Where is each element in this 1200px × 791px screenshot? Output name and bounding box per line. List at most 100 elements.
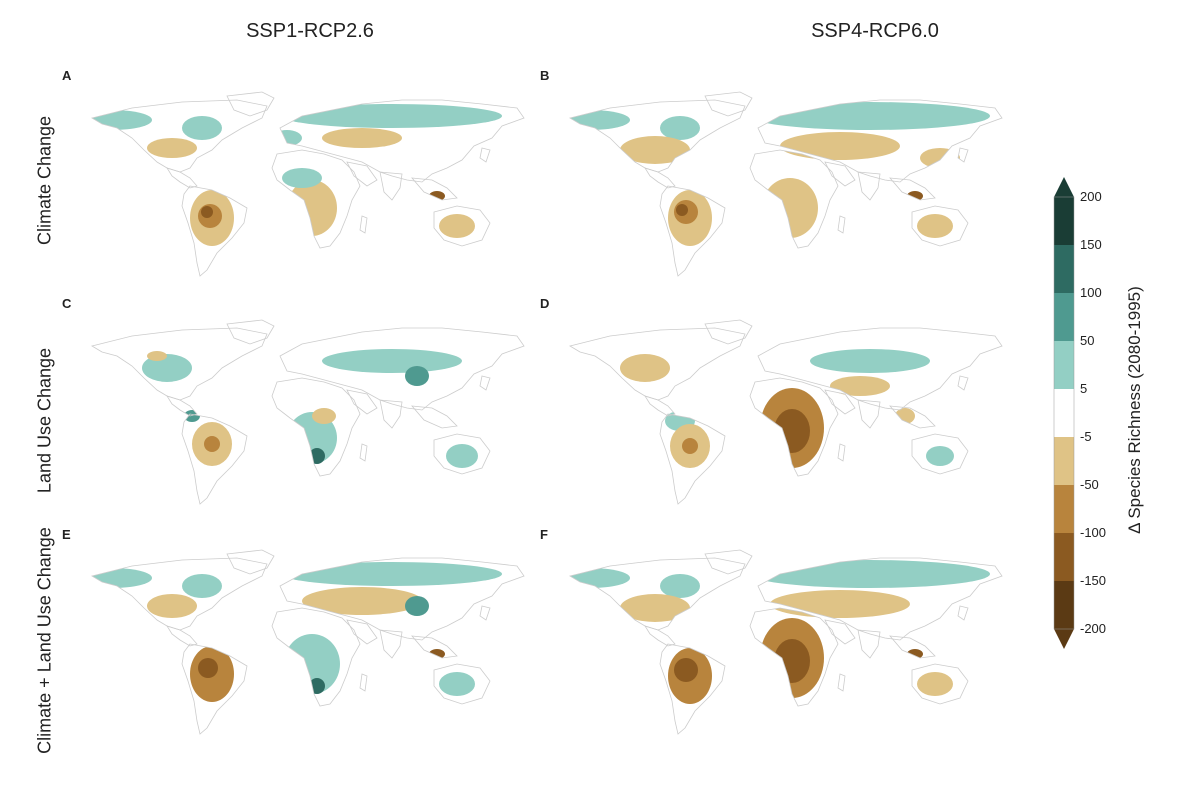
coastline	[181, 413, 248, 505]
richness-patch	[309, 448, 325, 464]
richness-patch	[660, 574, 700, 598]
colorbar-tick-label: 100	[1080, 285, 1102, 300]
land-japan	[958, 606, 968, 620]
coastline	[757, 99, 1003, 183]
richness-patch	[147, 594, 197, 618]
land-camerica	[645, 168, 675, 188]
coastline	[704, 319, 753, 345]
land-japan	[958, 376, 968, 390]
richness-patch	[184, 410, 200, 422]
land-arabia	[825, 620, 855, 644]
colorbar-tick-label: -5	[1080, 429, 1092, 444]
coastline	[279, 557, 525, 641]
coastline	[568, 99, 746, 173]
richness-patch	[762, 178, 818, 238]
colorbar-tick-label: -50	[1080, 477, 1099, 492]
richness-patch	[439, 672, 475, 696]
coastline	[857, 171, 881, 201]
coastline	[271, 607, 361, 707]
coastline	[411, 177, 458, 201]
panel-letter-f: F	[540, 527, 548, 542]
richness-patch	[282, 562, 502, 586]
map-panel-f	[568, 549, 1003, 735]
colorbar-arrow-top	[1054, 177, 1074, 197]
coastline	[757, 327, 1003, 411]
column-title-ssp1: SSP1-RCP2.6	[246, 20, 374, 42]
land-india	[858, 400, 880, 428]
coastline	[90, 99, 268, 173]
colorbar-segment	[1054, 341, 1074, 389]
land-camerica	[167, 626, 197, 646]
richness-patch	[620, 594, 690, 622]
colorbar-tick-label: -100	[1080, 525, 1107, 540]
land-india	[858, 630, 880, 658]
coastline	[379, 399, 403, 429]
richness-patch	[182, 574, 222, 598]
coastline	[346, 389, 378, 415]
richness-patch	[201, 206, 213, 218]
coastline	[911, 205, 969, 247]
colorbar-segment	[1054, 581, 1074, 629]
coastline	[824, 161, 856, 187]
coastline	[479, 147, 491, 163]
coastline	[837, 215, 846, 234]
coastline	[837, 673, 846, 692]
coastline	[279, 99, 525, 183]
colorbar-tick-label: 50	[1080, 333, 1095, 348]
richness-patch	[570, 568, 630, 588]
panel-letter-c: C	[62, 296, 72, 311]
richness-patch	[446, 444, 478, 468]
richness-patch	[570, 110, 630, 130]
land-camerica	[645, 626, 675, 646]
land-greenland	[227, 320, 274, 344]
richness-patch	[302, 587, 422, 615]
land-seasia	[890, 636, 935, 658]
richness-patch	[620, 136, 690, 164]
coastline	[749, 607, 839, 707]
map-panel-a	[90, 91, 525, 277]
coastline	[659, 185, 726, 277]
row-label-climate: Climate Change	[34, 115, 55, 246]
richness-patch	[770, 590, 910, 618]
coastline	[433, 663, 491, 705]
coastline	[181, 185, 248, 277]
colorbar-tick-label: -150	[1080, 573, 1107, 588]
coastline	[90, 557, 268, 631]
land-japan	[480, 606, 490, 620]
richness-patch	[920, 148, 960, 168]
coastline	[359, 673, 368, 692]
coastline	[271, 149, 361, 249]
coastline	[479, 605, 491, 621]
coastline	[479, 375, 491, 391]
column-title-ssp4: SSP4-RCP6.0	[811, 20, 939, 42]
richness-patch	[282, 168, 322, 188]
colorbar-tick-label: 5	[1080, 381, 1088, 396]
coastline	[911, 433, 969, 475]
coastline	[704, 91, 753, 117]
coastline	[346, 161, 378, 187]
coastline	[757, 557, 1003, 641]
land-seasia	[412, 178, 457, 200]
row-label-combined: Climate + Land Use Change	[34, 527, 55, 754]
richness-patch	[774, 639, 810, 683]
coastline	[704, 549, 753, 575]
coastline	[911, 663, 969, 705]
land-arabia	[347, 390, 377, 414]
richness-patch	[917, 672, 953, 696]
coastline	[226, 91, 275, 117]
coastline	[411, 635, 458, 659]
richness-patch	[917, 214, 953, 238]
land-india	[380, 172, 402, 200]
map-panel-d	[568, 319, 1003, 505]
coastline	[226, 319, 275, 345]
coastline	[359, 443, 368, 462]
richness-patch	[147, 138, 197, 158]
coastline	[359, 215, 368, 234]
richness-patch	[92, 110, 152, 130]
coastline	[957, 375, 969, 391]
colorbar-segment	[1054, 389, 1074, 437]
richness-patch	[322, 128, 402, 148]
richness-patch	[312, 408, 336, 424]
coastline	[749, 377, 839, 477]
land-greenland	[705, 550, 752, 574]
